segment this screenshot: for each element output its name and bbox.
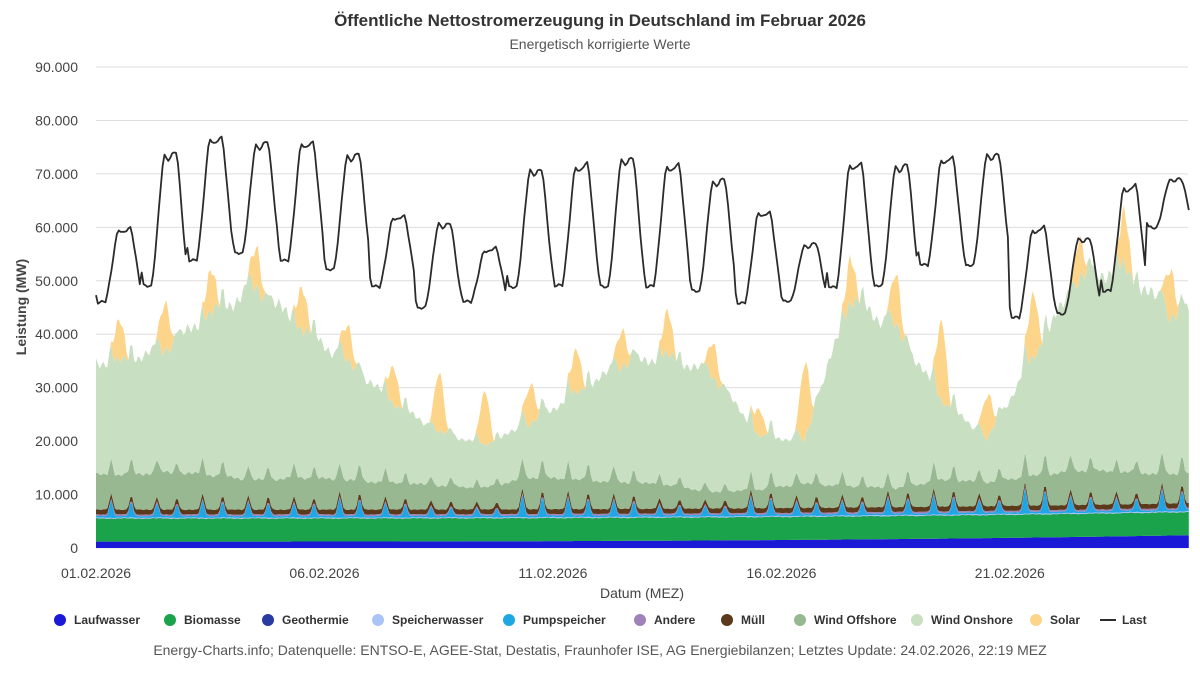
chart-title: Öffentliche Nettostromerzeugung in Deuts… (334, 11, 866, 30)
legend: Laufwasser Biomasse Geothermie Speicherwass… (54, 613, 1147, 627)
legend-swatch (1030, 614, 1042, 626)
area-geothermie (96, 511, 1189, 520)
legend-item[interactable]: Geothermie (262, 613, 349, 627)
chart-subtitle: Energetisch korrigierte Werte (509, 36, 690, 52)
legend-label: Laufwasser (74, 613, 140, 627)
y-tick-label: 70.000 (35, 166, 78, 182)
legend-label: Wind Offshore (814, 613, 897, 627)
area-series (96, 205, 1189, 548)
legend-swatch (54, 614, 66, 626)
y-tick-label: 0 (70, 540, 78, 556)
y-tick-label: 80.000 (35, 112, 78, 128)
legend-swatch (503, 614, 515, 626)
legend-item[interactable]: Solar (1030, 613, 1080, 627)
y-tick-label: 90.000 (35, 59, 78, 75)
x-tick-label: 21.02.2026 (975, 565, 1045, 581)
legend-item[interactable]: Andere (634, 613, 696, 627)
y-axis-title: Leistung (MW) (13, 259, 29, 355)
legend-item[interactable]: Müll (721, 613, 765, 627)
legend-label: Geothermie (282, 613, 349, 627)
area-pumpspeicher (96, 487, 1189, 519)
area-biomasse (96, 511, 1189, 542)
line-last (95, 135, 1190, 320)
y-tick-label: 20.000 (35, 433, 78, 449)
y-tick-label: 10.000 (35, 487, 78, 503)
legend-swatch (911, 614, 923, 626)
area-laufwasser (96, 535, 1189, 548)
area-wind-onshore (96, 247, 1189, 493)
x-tick-label: 01.02.2026 (61, 565, 131, 581)
legend-label: Solar (1050, 613, 1080, 627)
legend-item[interactable]: Wind Onshore (911, 613, 1013, 627)
legend-swatch (372, 614, 384, 626)
legend-item[interactable]: Biomasse (164, 613, 241, 627)
legend-item[interactable]: Last (1100, 613, 1147, 627)
x-tick-label: 16.02.2026 (746, 565, 816, 581)
legend-swatch (794, 614, 806, 626)
area-speicherwasser (96, 511, 1189, 519)
legend-item[interactable]: Laufwasser (54, 613, 140, 627)
y-tick-label: 40.000 (35, 326, 78, 342)
x-tick-label: 11.02.2026 (518, 565, 587, 581)
area-wind-offshore (96, 452, 1189, 511)
x-axis-title: Datum (MEZ) (600, 585, 684, 601)
legend-label: Wind Onshore (931, 613, 1013, 627)
y-tick-label: 60.000 (35, 219, 78, 235)
legend-swatch (164, 614, 176, 626)
legend-label: Pumpspeicher (523, 613, 606, 627)
y-tick-label: 30.000 (35, 380, 78, 396)
y-tick-label: 50.000 (35, 273, 78, 289)
legend-item[interactable]: Wind Offshore (794, 613, 897, 627)
legend-label: Müll (741, 613, 765, 627)
legend-label: Biomasse (184, 613, 241, 627)
x-axis-ticks: 01.02.2026 06.02.2026 11.02.2026 16.02.2026… (61, 565, 1045, 581)
legend-label: Speicherwasser (392, 613, 484, 627)
legend-item[interactable]: Speicherwasser (372, 613, 484, 627)
line-series (95, 135, 1190, 320)
source-note: Energy-Charts.info; Datenquelle: ENTSO-E… (153, 642, 1047, 658)
legend-swatch (721, 614, 733, 626)
legend-swatch (262, 614, 274, 626)
legend-swatch (634, 614, 646, 626)
y-axis-ticks: 0 10.000 20.000 30.000 40.000 50.000 60.000 70.… (35, 59, 78, 556)
legend-item[interactable]: Pumpspeicher (503, 613, 606, 627)
legend-label: Last (1122, 613, 1147, 627)
x-tick-label: 06.02.2026 (289, 565, 359, 581)
legend-label: Andere (654, 613, 696, 627)
